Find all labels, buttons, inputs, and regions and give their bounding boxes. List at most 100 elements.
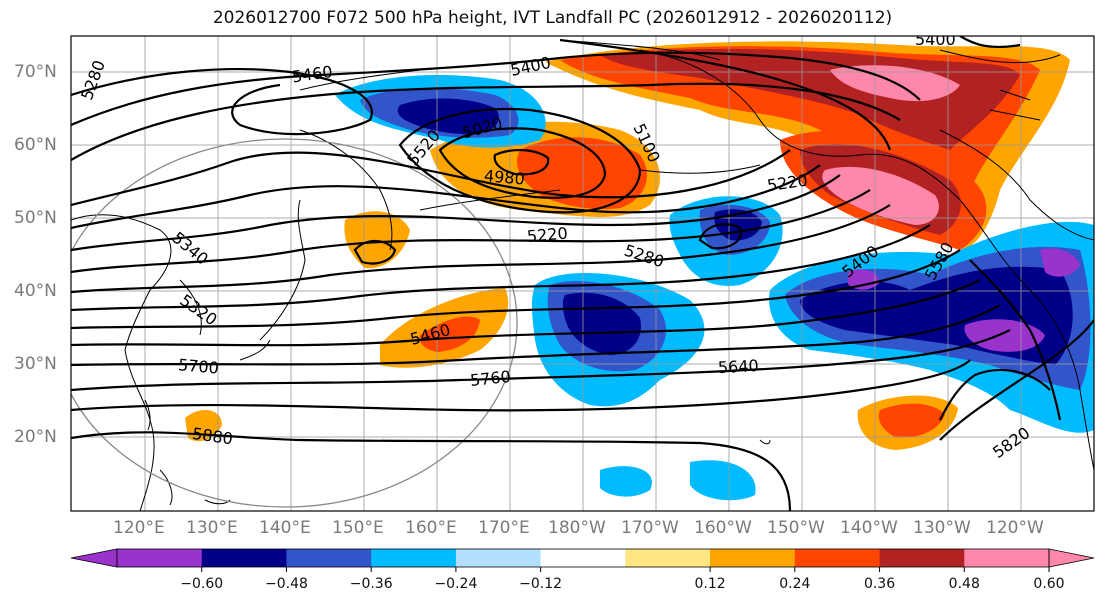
- colorbar-tick-label: 0.24: [779, 576, 811, 592]
- contour-label: 5700: [177, 355, 219, 377]
- colorbar-extend-max: [1048, 548, 1095, 568]
- lon-label: 140°E: [259, 518, 311, 538]
- ivt-negative-south: [600, 466, 652, 497]
- contour-5400: [71, 189, 871, 274]
- colorbar-swatch: [794, 549, 881, 567]
- ivt-strong-midpac: [419, 316, 480, 352]
- lat-label: 40°N: [14, 281, 57, 301]
- lon-label: 150°E: [332, 518, 384, 538]
- contour-inner3: [493, 149, 550, 176]
- colorbar-swatch: [879, 549, 965, 567]
- colorbar-swatch: [286, 549, 372, 567]
- ivt-strong-subtrop: [878, 403, 945, 438]
- contour-north5: [959, 36, 1021, 49]
- lon-label: 140°W: [840, 518, 898, 538]
- contour-5580: [71, 249, 961, 330]
- map-frame: [70, 35, 1095, 512]
- lon-label: 170°W: [621, 518, 679, 538]
- contour-label: 5220: [526, 223, 568, 245]
- contour-5700: [71, 304, 1001, 367]
- ivt-positive-kuril: [344, 211, 410, 269]
- contour-label: 5460: [291, 62, 334, 86]
- coast-islands: [159, 439, 771, 506]
- lon-label: 130°E: [186, 518, 238, 538]
- coast-asia: [71, 214, 172, 511]
- lat-label: 50°N: [14, 208, 57, 228]
- contour-label: 5280: [622, 241, 667, 272]
- contour-north3: [71, 82, 901, 161]
- map-title: 2026012700 F072 500 hPa height, IVT Land…: [212, 8, 893, 28]
- contour-label: 5640: [717, 356, 759, 377]
- colorbar-swatch: [117, 549, 203, 567]
- colorbar-tick-label: −0.48: [265, 576, 308, 592]
- lon-label: 180°W: [548, 518, 606, 538]
- contour-5820: [71, 319, 1094, 441]
- height-contours: [71, 36, 1094, 511]
- ivt-negative-east-purple2: [1040, 248, 1080, 277]
- coast-alaska: [639, 49, 1094, 471]
- contour-north1: [71, 68, 373, 136]
- ivt-extreme-gulf: [822, 166, 939, 225]
- contour-label: 5320: [176, 290, 220, 329]
- colorbar-extend-min: [70, 548, 118, 568]
- colorbar-swatch: [201, 549, 287, 567]
- graticule: [71, 36, 1094, 511]
- coast-canada: [939, 129, 1094, 241]
- coast-taiwan: [144, 399, 151, 431]
- lon-label: 120°E: [113, 518, 165, 538]
- contour-label: 5760: [469, 367, 511, 390]
- distance-ring: [71, 138, 518, 508]
- colorbar-tick-label: −0.60: [180, 576, 224, 592]
- colorbar-swatch: [710, 549, 796, 567]
- contour-low-kuril: [353, 239, 397, 265]
- lat-label: 60°N: [14, 135, 57, 155]
- contour-label: 5400: [915, 30, 956, 49]
- colorbar-tick-label: 0.36: [863, 576, 896, 592]
- contour-inner2: [438, 127, 607, 199]
- colorbar-tick-label: −0.12: [519, 576, 563, 592]
- colorbar: [70, 548, 1095, 572]
- colorbar-tick-label: −0.24: [434, 576, 478, 592]
- ivt-negative-south2: [690, 460, 756, 501]
- contour-label: 5280: [77, 58, 109, 103]
- lon-label: 120°W: [986, 518, 1044, 538]
- contour-5220: [71, 149, 791, 207]
- ivt-negative-east-purple: [964, 319, 1045, 352]
- colorbar-frame: [116, 548, 1050, 568]
- lon-label: 150°W: [767, 518, 825, 538]
- colorbar-tick-label: 0.60: [1033, 576, 1065, 592]
- ivt-shading: [185, 41, 1094, 501]
- colorbar-swatch: [371, 549, 457, 567]
- coastlines: [71, 39, 1094, 511]
- contour-5520: [71, 224, 931, 312]
- contour-north2: [71, 51, 921, 127]
- colorbar-tick-label: −0.36: [349, 576, 393, 592]
- colorbar-swatch: [964, 549, 1050, 567]
- colorbar-swatch: [625, 549, 711, 567]
- contour-5340: [71, 174, 841, 252]
- lat-label: 20°N: [14, 427, 57, 447]
- contour-low-gulf: [698, 223, 743, 250]
- contour-inner1: [398, 107, 642, 214]
- contour-north4: [559, 38, 892, 151]
- contour-5280-a: [71, 164, 821, 230]
- lon-label: 170°E: [478, 518, 530, 538]
- coast-arctic: [559, 39, 1061, 121]
- lon-label: 130°W: [913, 518, 971, 538]
- contour-5880: [71, 431, 792, 511]
- contour-5460: [71, 204, 891, 294]
- map-layer: 5280 5460 5400 5400 5520 5020 4980 5100 …: [71, 30, 1094, 511]
- contour-label: 5400: [509, 53, 553, 80]
- colorbar-swatch: [540, 549, 626, 567]
- contour-label: 4980: [483, 166, 525, 188]
- coast-kamchatka: [299, 69, 421, 251]
- contour-5760: [71, 329, 1011, 392]
- contour-east-ridge2: [939, 368, 1051, 421]
- lat-label: 30°N: [14, 354, 57, 374]
- contour-label: 5820: [989, 423, 1033, 462]
- lat-label: 70°N: [14, 62, 57, 82]
- lon-label: 160°W: [694, 518, 752, 538]
- contour-5640: [71, 279, 981, 347]
- colorbar-swatch: [455, 549, 542, 567]
